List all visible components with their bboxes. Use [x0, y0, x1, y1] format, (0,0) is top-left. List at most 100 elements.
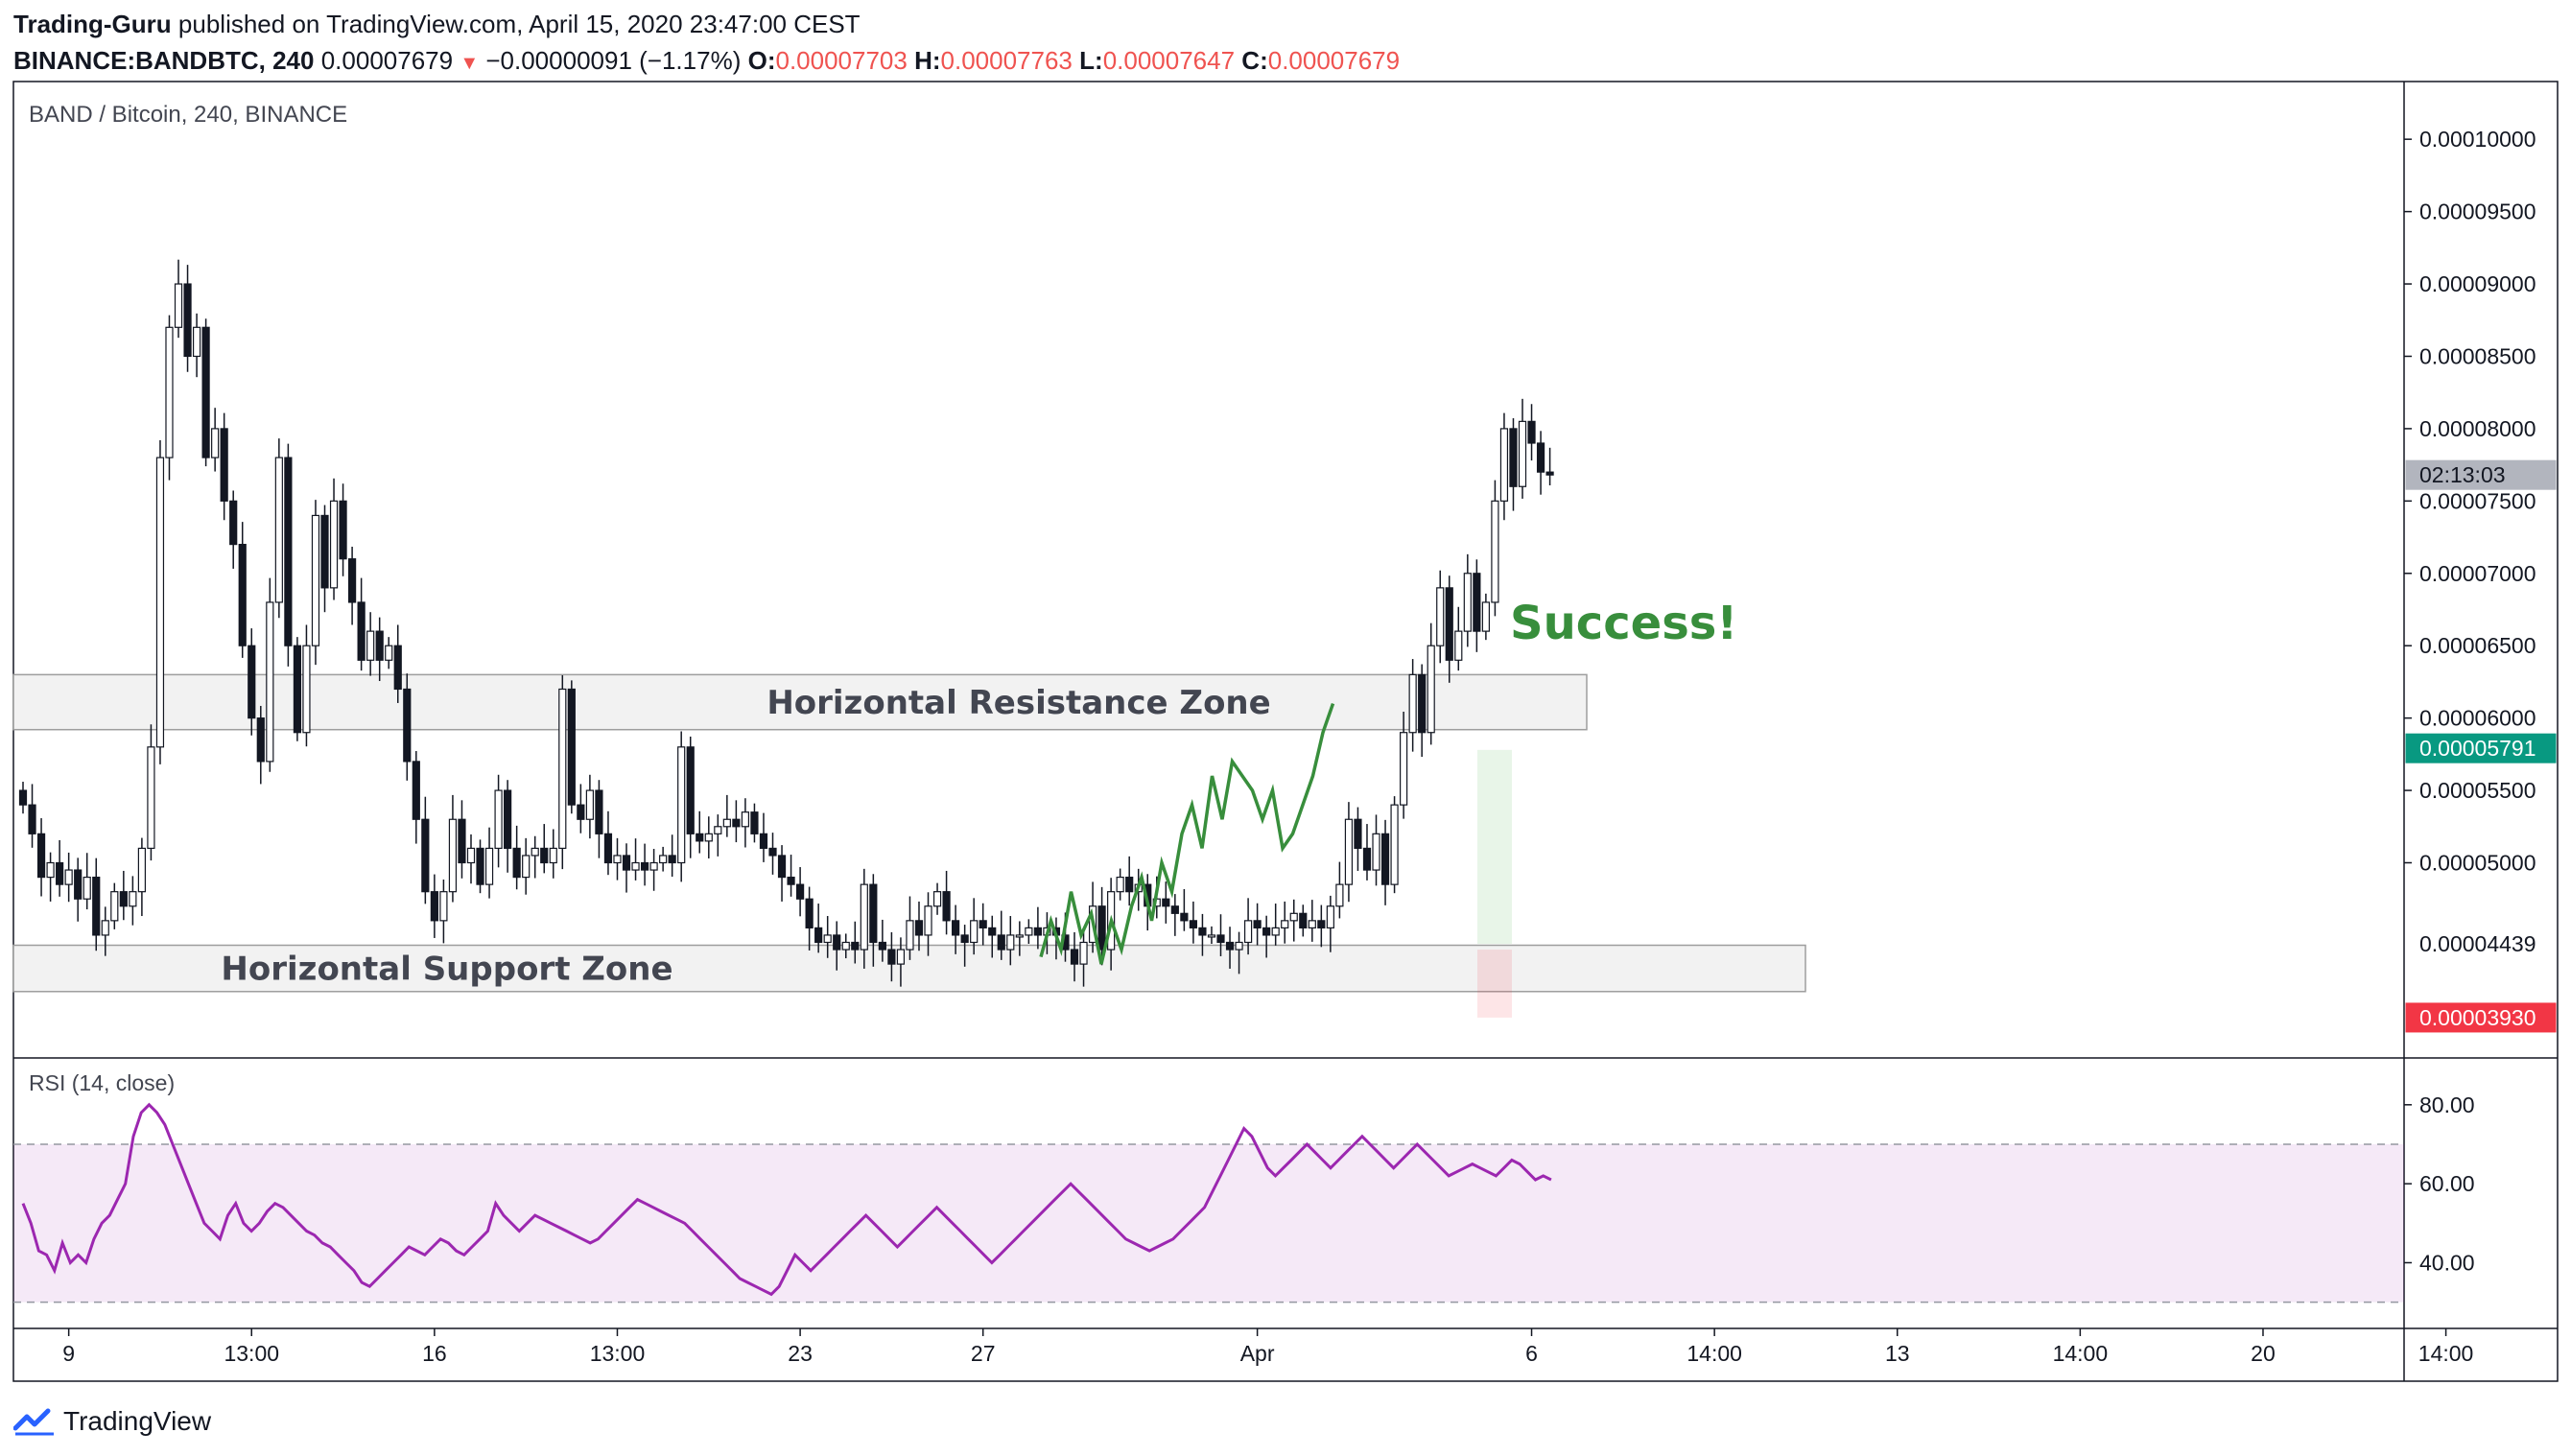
candle-down [256, 717, 265, 763]
candle-down [293, 645, 302, 734]
candle-up [129, 891, 137, 907]
candle-down [759, 833, 768, 850]
author-name[interactable]: Trading-Guru [13, 10, 172, 38]
candle-up [970, 920, 979, 944]
candle-down [997, 934, 1005, 951]
candle-down [1317, 920, 1326, 928]
time-tick-label: 16 [422, 1341, 447, 1366]
down-arrow-icon: ▼ [460, 53, 480, 74]
price-tick-label: 0.00007000 [2419, 561, 2536, 586]
price-tick-label: 0.00008000 [2419, 416, 2536, 441]
rsi-tick-label: 80.00 [2419, 1092, 2475, 1117]
candle-up [714, 826, 722, 834]
candle-up [1116, 876, 1124, 893]
candle-up [174, 283, 183, 328]
price-marker [2405, 1002, 2557, 1033]
candle-up [192, 326, 201, 358]
candle-down [914, 920, 924, 936]
candle-up [1499, 428, 1509, 502]
candle-down [1033, 927, 1042, 936]
candle-down [238, 543, 247, 646]
candle-up [722, 818, 731, 828]
candle-down [668, 855, 676, 864]
candle-up [1463, 573, 1472, 632]
open-value: 0.00007703 [775, 46, 908, 75]
time-tick-label: 14:00 [1686, 1341, 1742, 1366]
candle-up [1079, 941, 1088, 965]
candle-down [988, 927, 997, 936]
candle-down [979, 920, 987, 928]
success-label: Success! [1510, 597, 1737, 650]
candle-down [74, 869, 83, 900]
tradingview-brand[interactable]: TradingView [13, 1402, 211, 1441]
symbol-label: BINANCE:BANDBTC, 240 [13, 46, 315, 75]
candle-up [274, 457, 283, 603]
time-tick-label: 13:00 [224, 1341, 279, 1366]
candle-down [567, 688, 576, 806]
price-tick-label: 0.00006500 [2419, 633, 2536, 658]
publish-info: published on TradingView.com, April 15, … [177, 10, 861, 38]
low-label: L: [1079, 46, 1103, 75]
candle-down [540, 847, 549, 864]
candle-down [1362, 847, 1372, 871]
target-zone [1477, 749, 1512, 944]
candle-up [841, 941, 850, 951]
tradingview-label: TradingView [63, 1406, 212, 1436]
price-marker-label: 02:13:03 [2419, 462, 2506, 487]
candle-down [1509, 428, 1518, 487]
candle-down [28, 804, 36, 834]
candle-up [1006, 934, 1015, 951]
candle-up [906, 920, 914, 951]
candle-down [696, 833, 704, 842]
candle-down [339, 500, 347, 560]
time-tick-label: 9 [62, 1341, 75, 1366]
support-zone-label: Horizontal Support Zone [221, 951, 672, 989]
price-tick-label: 0.00009000 [2419, 271, 2536, 296]
candle-up [924, 905, 932, 936]
candle-up [64, 869, 73, 885]
rsi-tick-label: 40.00 [2419, 1250, 2475, 1275]
price-tick-label: 0.00007500 [2419, 488, 2536, 513]
stop-zone [1477, 950, 1512, 1018]
candle-up [439, 891, 448, 922]
candle-up [1289, 912, 1298, 922]
candle-up [83, 876, 91, 900]
candle-down [750, 811, 759, 834]
candle-up [1281, 920, 1289, 928]
candle-up [1326, 905, 1334, 928]
candle-up [704, 833, 713, 842]
price-change: −0.00000091 (−1.17%) [485, 46, 742, 75]
price-marker-label: 0.00005791 [2419, 736, 2536, 761]
candle-up [366, 630, 375, 661]
candle-up [1427, 645, 1435, 734]
price-marker-label: 0.00003930 [2419, 1005, 2536, 1030]
candle-down [1125, 876, 1134, 893]
candle-up [1243, 920, 1253, 944]
candle-down [577, 804, 585, 820]
candle-up [466, 847, 476, 864]
candle-down [476, 847, 484, 885]
candle-up [741, 811, 750, 828]
resistance-zone [12, 673, 1588, 731]
candle-down [814, 927, 823, 944]
price-tick-label: 0.00008500 [2419, 343, 2536, 368]
time-tick-label: 27 [971, 1341, 996, 1366]
candle-down [357, 601, 366, 661]
candle-up [1271, 927, 1280, 936]
candle-down [1418, 673, 1427, 734]
price-tick-label: 0.00006000 [2419, 706, 2536, 731]
candle-up [1481, 601, 1490, 632]
candle-down [1527, 420, 1536, 444]
candle-down [732, 818, 741, 828]
candle-down [504, 789, 512, 850]
chart-header: Trading-Guru published on TradingView.co… [13, 8, 1400, 80]
candle-down [412, 761, 420, 820]
rsi-band [13, 1143, 2404, 1303]
candle-down [851, 941, 860, 951]
candle-down [1170, 905, 1179, 914]
candle-down [229, 500, 238, 546]
candle-up [1344, 818, 1354, 885]
candle-up [155, 457, 165, 748]
candle-down [201, 326, 210, 458]
